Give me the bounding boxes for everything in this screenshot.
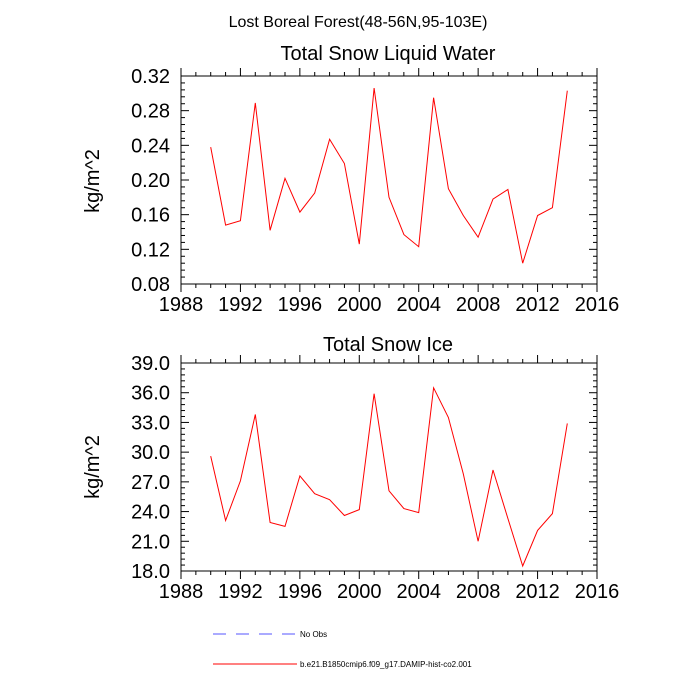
- x-tick-labels: 1988 1992 1996 2000 2004 2008 2012 2016: [159, 294, 620, 316]
- series-line: [210, 386, 568, 568]
- chart-title: Total Snow Ice: [323, 334, 453, 356]
- x-tick-label: 2000: [337, 294, 382, 316]
- y-tick-label: 18.0: [131, 561, 170, 583]
- x-tick-label: 2016: [575, 581, 620, 603]
- y-tick-label: 0.08: [131, 274, 170, 296]
- y-tick-label: 0.20: [131, 170, 170, 192]
- x-tick-label: 2008: [456, 581, 501, 603]
- series-layer: [210, 88, 568, 264]
- x-tick-labels: 1988 1992 1996 2000 2004 2008 2012 2016: [159, 581, 620, 603]
- y-tick-label: 0.28: [131, 101, 170, 123]
- x-tick-label: 2012: [515, 581, 560, 603]
- y-tick-label: 21.0: [131, 531, 170, 553]
- x-tick-label: 2016: [575, 294, 620, 316]
- x-tick-label: 1992: [218, 294, 263, 316]
- y-tick-label: 0.32: [131, 66, 170, 88]
- y-tick-label: 39.0: [131, 353, 170, 375]
- series-line: [210, 88, 568, 264]
- x-tick-label: 2012: [515, 294, 560, 316]
- legend-item-no-obs: No Obs: [213, 630, 327, 639]
- y-axis-label: kg/m^2: [82, 435, 104, 499]
- y-tick-label: 33.0: [131, 412, 170, 434]
- x-tick-label: 1988: [159, 294, 204, 316]
- y-axis-label: kg/m^2: [82, 149, 104, 213]
- x-tick-label: 1988: [159, 581, 204, 603]
- y-tick-labels: 0.08 0.12 0.16 0.20 0.24 0.28 0.32: [131, 66, 170, 296]
- tick-marks: [180, 355, 598, 579]
- y-tick-label: 0.16: [131, 205, 170, 227]
- x-tick-label: 1992: [218, 581, 263, 603]
- x-tick-label: 2004: [396, 294, 441, 316]
- series-layer: [210, 386, 568, 568]
- plot-panel-snow-ice: Total Snow Ice kg/m^2 18.0 21.0 24.0 27.0 30…: [82, 334, 619, 603]
- y-tick-label: 0.24: [131, 135, 170, 157]
- x-tick-label: 1996: [278, 581, 323, 603]
- legend-label: No Obs: [300, 630, 327, 639]
- x-tick-label: 2004: [396, 581, 441, 603]
- chart-title: Total Snow Liquid Water: [281, 43, 496, 65]
- legend: No Obs b.e21.B1850cmip6.f09_g17.DAMIP-hi…: [213, 630, 472, 669]
- y-tick-label: 30.0: [131, 442, 170, 464]
- legend-item-run: b.e21.B1850cmip6.f09_g17.DAMIP-hist-co2.…: [213, 660, 472, 669]
- y-tick-label: 0.12: [131, 239, 170, 261]
- y-tick-label: 27.0: [131, 472, 170, 494]
- legend-label: b.e21.B1850cmip6.f09_g17.DAMIP-hist-co2.…: [300, 660, 472, 669]
- x-tick-label: 2000: [337, 581, 382, 603]
- tick-marks: [180, 68, 598, 292]
- y-tick-label: 36.0: [131, 383, 170, 405]
- figure-title: Lost Boreal Forest(48-56N,95-103E): [229, 14, 488, 31]
- x-tick-label: 2008: [456, 294, 501, 316]
- x-tick-label: 1996: [278, 294, 323, 316]
- y-tick-label: 24.0: [131, 502, 170, 524]
- plot-panel-snow-liquid-water: Total Snow Liquid Water kg/m^2 0.080.120…: [82, 43, 619, 316]
- y-tick-labels: 18.0 21.0 24.0 27.0 30.0 33.0 36.0 39.0: [131, 353, 170, 583]
